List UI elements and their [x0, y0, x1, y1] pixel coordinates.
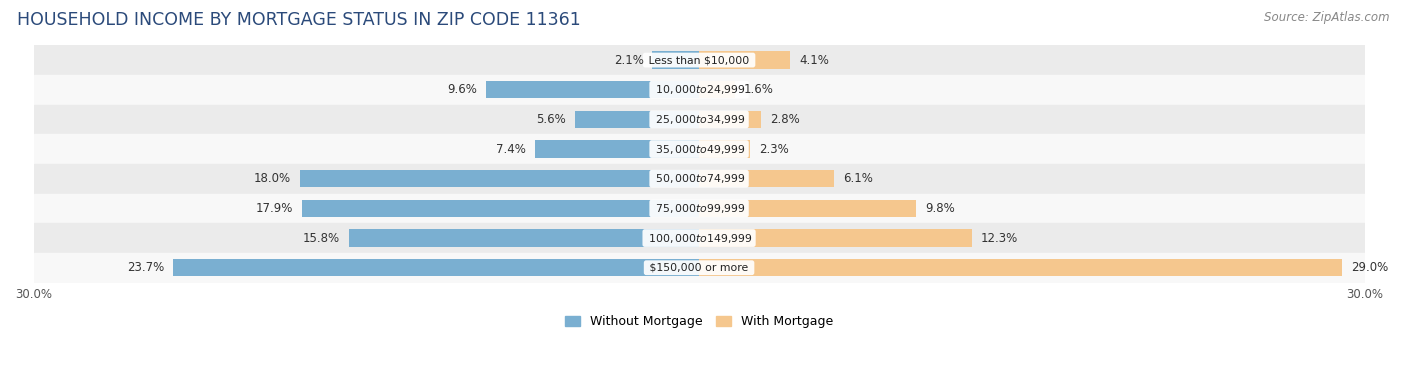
Bar: [34, 223, 1365, 253]
Bar: [699, 141, 749, 158]
Bar: [34, 164, 1365, 194]
Bar: [34, 75, 1365, 105]
Text: $100,000 to $149,999: $100,000 to $149,999: [645, 232, 754, 245]
Text: $50,000 to $74,999: $50,000 to $74,999: [652, 172, 747, 185]
Bar: [486, 81, 699, 98]
Bar: [34, 194, 1365, 223]
Text: 15.8%: 15.8%: [302, 232, 340, 245]
Bar: [299, 170, 699, 187]
Text: $150,000 or more: $150,000 or more: [647, 263, 752, 273]
Text: 9.8%: 9.8%: [925, 202, 955, 215]
Text: 23.7%: 23.7%: [127, 261, 165, 274]
Legend: Without Mortgage, With Mortgage: Without Mortgage, With Mortgage: [565, 316, 832, 328]
Text: $10,000 to $24,999: $10,000 to $24,999: [652, 83, 747, 96]
Text: 1.6%: 1.6%: [744, 83, 773, 96]
Bar: [34, 134, 1365, 164]
Bar: [699, 111, 761, 128]
Bar: [34, 105, 1365, 134]
Bar: [34, 253, 1365, 282]
Text: 5.6%: 5.6%: [536, 113, 567, 126]
Bar: [575, 111, 699, 128]
Text: $75,000 to $99,999: $75,000 to $99,999: [652, 202, 747, 215]
Text: 9.6%: 9.6%: [447, 83, 477, 96]
Bar: [699, 259, 1343, 276]
Bar: [699, 81, 734, 98]
Text: 2.3%: 2.3%: [759, 143, 789, 156]
Bar: [34, 45, 1365, 75]
Text: $35,000 to $49,999: $35,000 to $49,999: [652, 143, 747, 156]
Text: 2.8%: 2.8%: [770, 113, 800, 126]
Text: 4.1%: 4.1%: [799, 54, 828, 67]
Bar: [699, 51, 790, 69]
Bar: [699, 229, 972, 247]
Text: 2.1%: 2.1%: [614, 54, 644, 67]
Text: 29.0%: 29.0%: [1351, 261, 1389, 274]
Text: Source: ZipAtlas.com: Source: ZipAtlas.com: [1264, 11, 1389, 24]
Text: HOUSEHOLD INCOME BY MORTGAGE STATUS IN ZIP CODE 11361: HOUSEHOLD INCOME BY MORTGAGE STATUS IN Z…: [17, 11, 581, 29]
Text: 12.3%: 12.3%: [981, 232, 1018, 245]
Bar: [302, 200, 699, 217]
Text: 17.9%: 17.9%: [256, 202, 292, 215]
Bar: [173, 259, 699, 276]
Bar: [699, 200, 917, 217]
Text: Less than $10,000: Less than $10,000: [645, 55, 754, 65]
Text: 7.4%: 7.4%: [496, 143, 526, 156]
Bar: [652, 51, 699, 69]
Text: 6.1%: 6.1%: [844, 172, 873, 185]
Text: $25,000 to $34,999: $25,000 to $34,999: [652, 113, 747, 126]
Text: 18.0%: 18.0%: [253, 172, 291, 185]
Bar: [699, 170, 834, 187]
Bar: [534, 141, 699, 158]
Bar: [349, 229, 699, 247]
